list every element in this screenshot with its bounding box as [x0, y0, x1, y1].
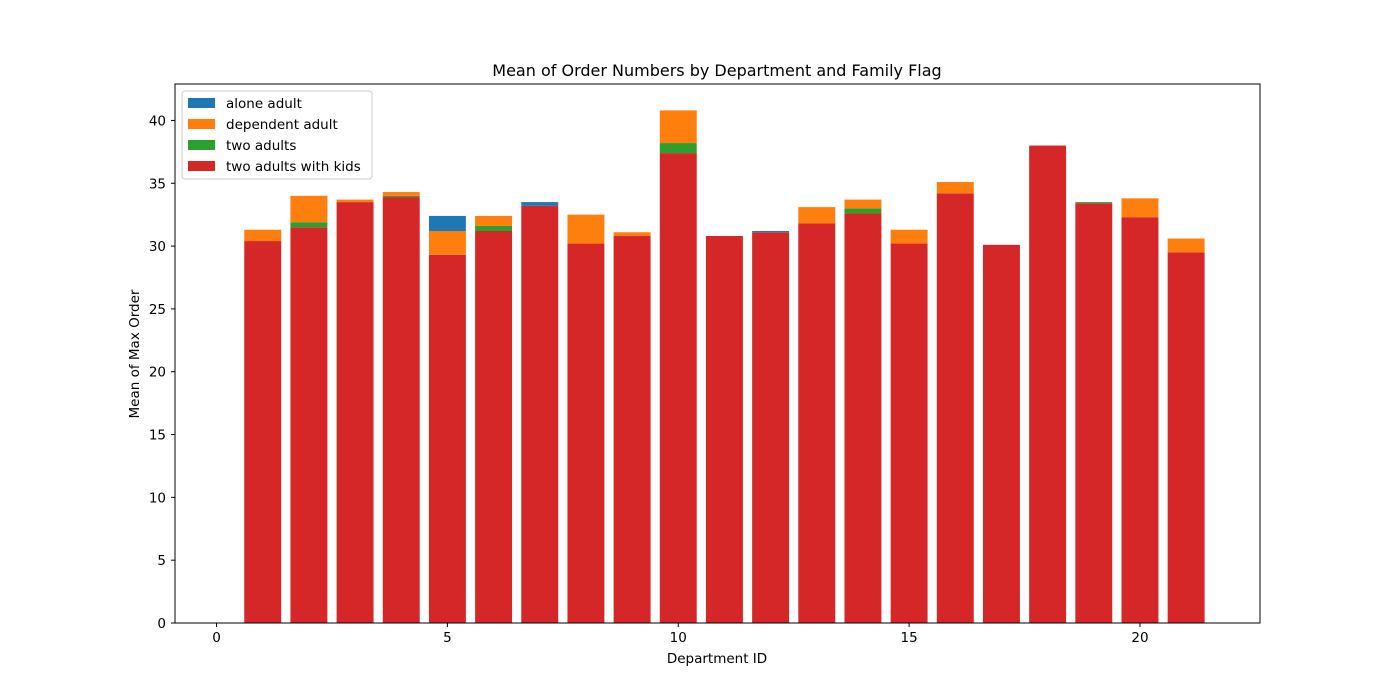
x-tick-label-15: 15 [901, 630, 918, 646]
bar-segment-dept-6-series-2 [475, 215, 513, 226]
bar-segment-dept-14-series-1 [844, 208, 882, 214]
y-tick-label-35: 35 [149, 176, 166, 192]
chart-title: Mean of Order Numbers by Department and … [492, 61, 941, 80]
bar-segment-dept-3-series-2 [336, 199, 374, 203]
bar-segment-dept-2-series-0 [290, 227, 328, 624]
bar-segment-dept-11-series-0 [705, 236, 743, 623]
bar-segment-dept-10-series-0 [659, 153, 697, 623]
bar-segment-dept-21-series-2 [1167, 238, 1205, 253]
legend-swatch-2 [188, 140, 215, 150]
bar-segment-dept-15-series-0 [890, 243, 928, 623]
y-axis-label: Mean of Max Order [127, 289, 143, 418]
bar-segment-dept-5-series-0 [428, 254, 466, 623]
bar-segment-dept-7-series-0 [521, 205, 559, 623]
bar-segment-dept-14-series-2 [844, 199, 882, 209]
y-tick-label-20: 20 [149, 365, 166, 381]
bar-segment-dept-1-series-2 [244, 229, 282, 242]
bar-segment-dept-4-series-1 [382, 195, 420, 198]
legend-label-2: two adults [226, 138, 296, 154]
bar-segment-dept-6-series-1 [475, 225, 513, 231]
bar-segment-dept-10-series-2 [659, 110, 697, 144]
legend-label-3: two adults with kids [226, 159, 361, 175]
x-tick-label-10: 10 [670, 630, 687, 646]
bar-segment-dept-4-series-2 [382, 192, 420, 196]
bar-segment-dept-9-series-2 [613, 232, 651, 237]
y-tick-label-15: 15 [149, 428, 166, 444]
bar-segment-dept-6-series-0 [475, 231, 513, 623]
y-tick-label-30: 30 [149, 239, 166, 255]
y-tick-label-25: 25 [149, 302, 166, 318]
bar-segment-dept-19-series-1 [1075, 202, 1113, 204]
bar-segment-dept-8-series-2 [567, 214, 605, 244]
legend-box [181, 90, 373, 180]
legend-swatch-0 [188, 98, 215, 108]
bar-segment-dept-18-series-0 [1029, 145, 1067, 623]
bar-segment-dept-15-series-2 [890, 229, 928, 244]
bar-segment-dept-8-series-0 [567, 243, 605, 623]
bar-segment-dept-7-series-3 [521, 202, 559, 206]
x-tick-label-20: 20 [1131, 630, 1148, 646]
bar-segment-dept-1-series-0 [244, 241, 282, 624]
bar-segment-dept-2-series-1 [290, 222, 328, 228]
legend-label-1: dependent adult [226, 117, 338, 133]
bar-segment-dept-16-series-0 [936, 193, 974, 623]
y-tick-label-5: 5 [157, 553, 166, 569]
legend-label-0: alone adult [226, 96, 302, 112]
bar-segment-dept-4-series-0 [382, 197, 420, 623]
bar-segment-dept-13-series-2 [798, 207, 836, 224]
x-axis-ticks: 0 5 10 15 20 [212, 623, 1149, 646]
bar-segment-dept-14-series-0 [844, 213, 882, 623]
y-tick-label-40: 40 [149, 113, 166, 129]
legend-swatch-3 [188, 161, 215, 171]
bars-group [244, 110, 1205, 624]
legend-swatch-1 [188, 119, 215, 129]
y-tick-label-10: 10 [149, 490, 166, 506]
plot-area-frame [174, 83, 1261, 624]
bar-segment-dept-5-series-2 [428, 231, 466, 255]
x-tick-label-0: 0 [212, 630, 221, 646]
bar-segment-dept-10-series-1 [659, 143, 697, 154]
y-tick-label-0: 0 [157, 616, 166, 632]
bar-segment-dept-17-series-0 [982, 244, 1020, 623]
bar-segment-dept-12-series-0 [752, 232, 790, 623]
bar-segment-dept-21-series-0 [1167, 252, 1205, 624]
bar-segment-dept-12-series-3 [752, 231, 790, 233]
legend: alone adult dependent adult two adults two … [181, 90, 373, 180]
bar-segment-dept-2-series-2 [290, 195, 328, 223]
bar-segment-dept-20-series-0 [1121, 217, 1159, 623]
bar-segment-dept-16-series-2 [936, 182, 974, 194]
bar-segment-dept-9-series-0 [613, 236, 651, 623]
bar-segment-dept-5-series-3 [428, 215, 466, 231]
bar-segment-dept-19-series-0 [1075, 203, 1113, 624]
bar-segment-dept-3-series-0 [336, 202, 374, 623]
bar-segment-dept-20-series-2 [1121, 198, 1159, 218]
x-axis-label: Department ID [667, 651, 767, 667]
y-axis-ticks: 0 5 10 15 20 25 30 35 40 [149, 113, 175, 632]
x-tick-label-5: 5 [443, 630, 452, 646]
bar-segment-dept-13-series-0 [798, 223, 836, 623]
